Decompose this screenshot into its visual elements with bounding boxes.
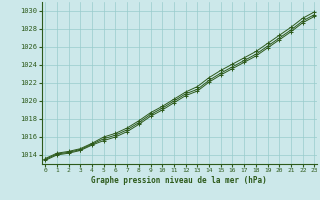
X-axis label: Graphe pression niveau de la mer (hPa): Graphe pression niveau de la mer (hPa) — [91, 176, 267, 185]
